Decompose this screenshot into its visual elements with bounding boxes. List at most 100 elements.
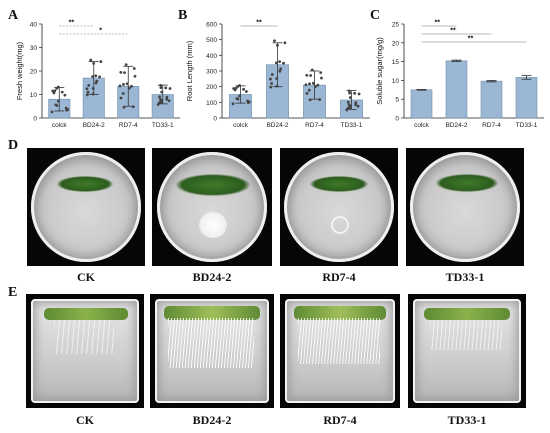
data-point [244, 90, 248, 93]
significance-label: ** [435, 20, 441, 27]
y-tick-label: 10 [30, 92, 38, 99]
photo-td33-1-plate [406, 148, 524, 266]
data-point [238, 84, 241, 87]
photo-ck-square-plate [26, 294, 144, 408]
significance-label: * [99, 28, 102, 35]
data-point [279, 67, 283, 71]
y-tick-label: 100 [206, 100, 217, 107]
data-point [98, 75, 101, 79]
x-tick-label: BD24-2 [445, 122, 467, 129]
bar [410, 89, 433, 119]
data-point [347, 89, 351, 93]
chart-fresh-weight: 0 10 20 30 40 Fresh weight(mg) colck BD24-2 RD7-… [15, 20, 180, 129]
photo-bd24-2-plate [152, 148, 272, 266]
significance-label: ** [69, 20, 75, 27]
data-point [311, 81, 315, 85]
data-point [354, 101, 358, 104]
data-point [133, 74, 137, 78]
data-point [309, 74, 313, 77]
panel-letter-e: E [8, 285, 18, 300]
data-point [91, 87, 95, 90]
label-e-ck: CK [76, 413, 94, 427]
data-point [127, 86, 131, 90]
data-point [346, 106, 350, 110]
chart-root-length: 0 100 200 300 400 500 600 Root Length (mm) colck… [185, 20, 370, 129]
data-point [269, 77, 272, 81]
y-tick-label: 0 [395, 116, 399, 123]
data-point [305, 73, 309, 77]
label-d-ck: CK [77, 270, 95, 284]
x-tick-label: BD24-2 [266, 122, 288, 129]
data-point [231, 102, 235, 106]
data-point [159, 83, 163, 87]
y-tick-label: 10 [392, 78, 400, 85]
y-tick-label: 20 [392, 40, 400, 47]
data-point [308, 82, 311, 86]
data-point [118, 84, 122, 88]
data-point [305, 92, 309, 95]
y-tick-label: 400 [206, 53, 217, 60]
label-e-bd24-2: BD24-2 [192, 413, 232, 427]
label-d-bd24-2: BD24-2 [192, 270, 232, 284]
data-point [278, 69, 282, 73]
label-e-rd7-4: RD7-4 [323, 413, 357, 427]
data-point [308, 98, 312, 102]
y-axis-label: Soluble sugar(mg/g) [375, 37, 384, 105]
data-point [159, 99, 163, 102]
y-axis-label: Fresh weight(mg) [15, 41, 24, 100]
data-point [125, 82, 129, 86]
data-point [314, 85, 317, 88]
data-point [282, 61, 285, 65]
data-point [85, 93, 89, 97]
x-tick-label: colck [414, 122, 430, 129]
photo-td33-1-square-plate [408, 294, 526, 408]
data-point [278, 60, 282, 64]
data-point [89, 58, 93, 62]
data-point [132, 67, 136, 70]
data-point [50, 110, 54, 114]
data-point [356, 104, 360, 108]
data-point [275, 77, 279, 80]
y-tick-label: 5 [395, 97, 399, 104]
data-point [86, 90, 90, 94]
y-tick-label: 40 [30, 22, 38, 29]
photo-rd7-4-plate [280, 148, 398, 266]
data-point [87, 84, 91, 87]
data-point [238, 94, 242, 98]
data-point [157, 101, 161, 105]
data-point [57, 99, 60, 103]
data-point [269, 85, 273, 89]
bar [480, 80, 503, 119]
data-point [349, 96, 352, 99]
x-tick-label: RD7-4 [119, 122, 138, 129]
data-point [165, 95, 169, 99]
y-tick-label: 600 [206, 22, 217, 29]
data-point [348, 91, 352, 95]
data-point [160, 90, 164, 94]
data-point [319, 71, 323, 74]
data-point [276, 43, 279, 47]
significance-label: ** [450, 28, 456, 35]
y-tick-label: 20 [30, 69, 38, 76]
photo-ck-plate [27, 148, 145, 266]
data-point [53, 89, 57, 93]
x-tick-label: colck [52, 122, 68, 129]
data-point [159, 86, 163, 90]
data-point [274, 61, 278, 65]
data-point [310, 68, 314, 72]
data-point [55, 104, 59, 107]
x-tick-label: TD33-1 [341, 122, 363, 129]
data-point [122, 105, 126, 109]
panel-letter-c: C [370, 8, 381, 23]
data-point [168, 87, 172, 90]
data-point [273, 39, 276, 43]
data-point [353, 91, 357, 95]
data-point [275, 84, 279, 88]
data-point [85, 87, 89, 91]
y-tick-label: 30 [30, 45, 38, 52]
y-tick-label: 15 [392, 59, 400, 66]
panel-letter-d: D [8, 138, 19, 153]
data-point [234, 86, 238, 90]
data-point [167, 99, 171, 103]
y-tick-label: 500 [206, 37, 217, 44]
